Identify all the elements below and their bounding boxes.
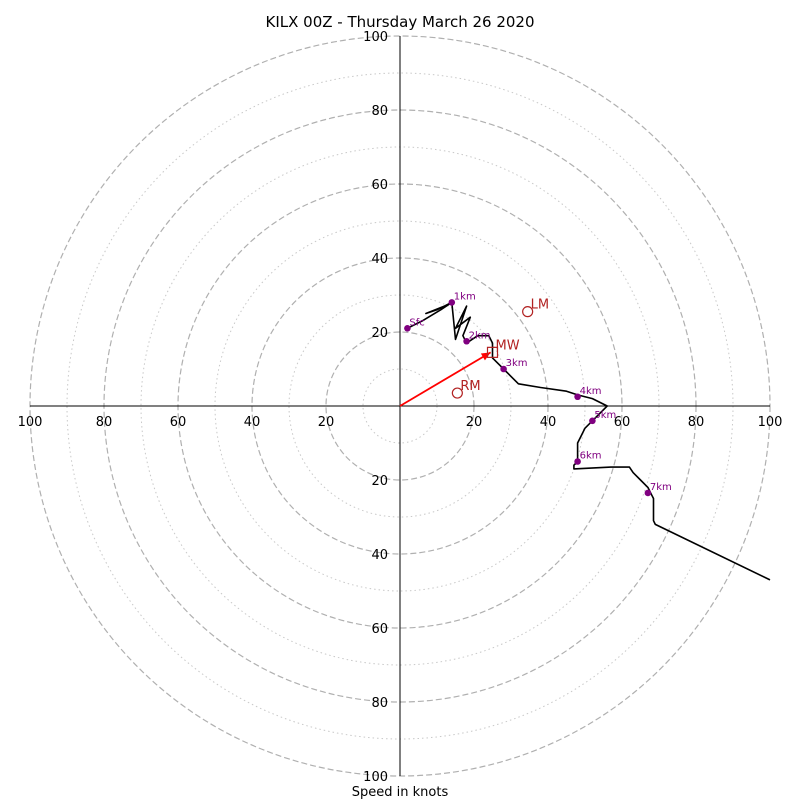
lm-marker [522,306,534,318]
y-tick-top-100: 100 [363,30,388,45]
x-tick-right-20: 20 [466,415,483,430]
x-tick-left-20: 20 [318,415,335,430]
y-tick-top-80: 80 [371,104,388,119]
height-label-1km: 1km [454,291,476,302]
height-point-7km [644,489,652,497]
mw-marker [486,346,499,358]
y-tick-top-60: 60 [371,178,388,193]
height-label-6km: 6km [580,451,602,462]
height-point-sfc [404,325,411,332]
x-tick-left-100: 100 [18,415,43,430]
y-tick-top-40: 40 [371,252,388,267]
x-tick-left-40: 40 [244,415,261,430]
height-markers: Sfc 1km 2km 3km 4km 5km 6km 7km [404,291,672,497]
y-tick-bottom-100: 100 [363,770,388,785]
height-point-6km [574,458,581,465]
x-tick-left-80: 80 [96,415,113,430]
mean-wind-vector [399,351,492,407]
height-point-5km [589,417,596,425]
chart-title: KILX 00Z - Thursday March 26 2020 [265,13,534,31]
storm-motion-markers: RM LM MW [451,298,549,399]
x-tick-right-60: 60 [614,415,631,430]
lm-label: LM [531,298,549,313]
height-label-2km: 2km [469,330,491,341]
height-label-sfc: Sfc [409,317,424,328]
height-point-3km [500,365,507,373]
height-point-2km [463,337,470,345]
y-tick-top-20: 20 [371,326,388,341]
height-point-1km [448,299,456,306]
rm-label: RM [460,379,480,394]
y-tick-bottom-60: 60 [371,622,388,637]
height-label-3km: 3km [506,358,528,369]
mw-label: MW [496,338,520,353]
mean-wind-arrow-head [480,352,491,361]
tick-labels: 20 40 60 80 100 100 80 60 40 20 20 40 60 80 100 20 40 60 8… [18,30,783,785]
y-tick-bottom-20: 20 [371,474,388,489]
hodograph-trace [407,301,771,581]
height-point-4km [574,393,581,401]
x-axis-label: Speed in knots [352,785,449,800]
height-label-5km: 5km [594,410,616,421]
hodograph-line [407,301,771,581]
x-tick-left-60: 60 [170,415,187,430]
mean-wind-arrow-shaft [399,351,492,407]
x-tick-right-40: 40 [540,415,557,430]
height-label-7km: 7km [650,482,672,493]
y-tick-bottom-40: 40 [371,548,388,563]
height-label-4km: 4km [580,386,602,397]
rm-marker [451,387,463,399]
x-tick-right-100: 100 [758,415,783,430]
y-tick-bottom-80: 80 [371,696,388,711]
x-tick-right-80: 80 [688,415,705,430]
